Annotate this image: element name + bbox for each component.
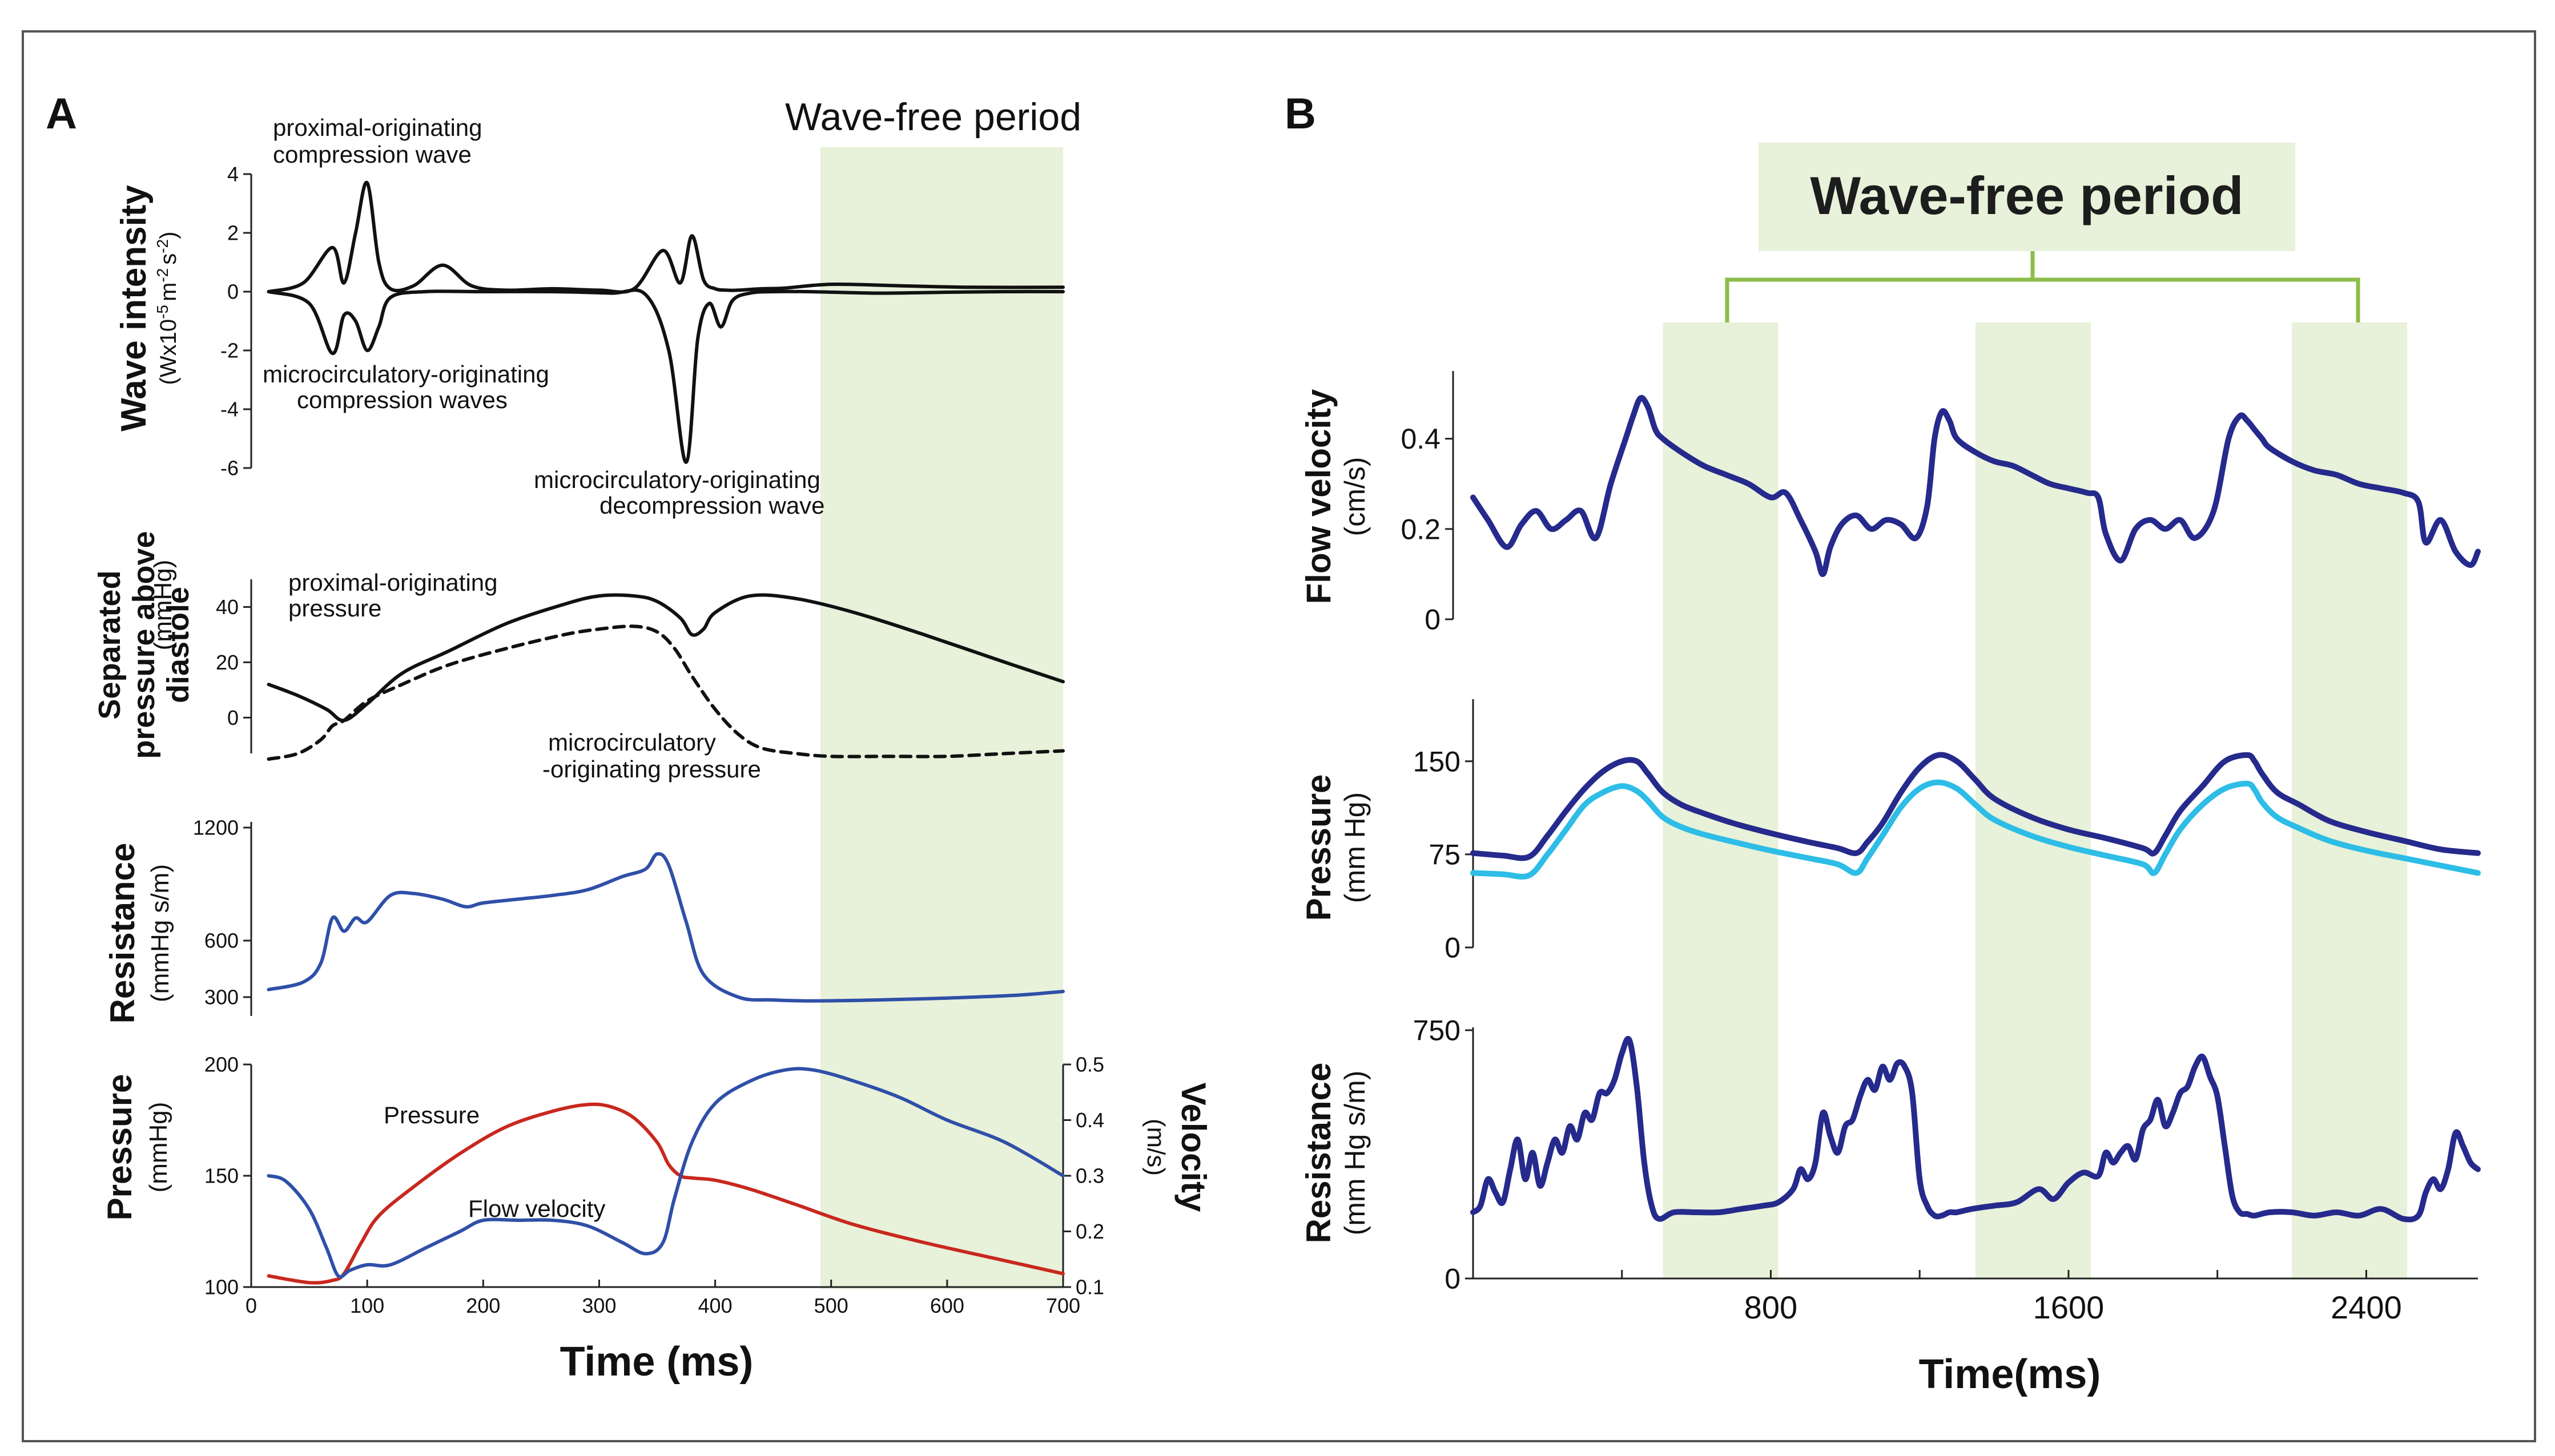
b-x-tick-label: 2400 bbox=[2331, 1289, 2402, 1325]
a3-y-tick-label: 1200 bbox=[193, 816, 239, 840]
a2-ylabel-units: (mmHg) bbox=[149, 560, 177, 651]
a1-annotation-micro-compression: microcirculatory-originating compression … bbox=[263, 361, 549, 413]
b1-y-tick-label: 0.4 bbox=[1401, 423, 1441, 455]
a3-y-tick-label: 600 bbox=[204, 929, 239, 953]
a1-ylabel-units: (Wx10-5m-2s-2) bbox=[154, 232, 181, 385]
a3-ylabel-units: (mmHg s/m) bbox=[146, 864, 174, 1002]
a4-y-tick-label: 200 bbox=[204, 1053, 239, 1076]
a2-annotation-proximal: proximal-originating pressure bbox=[288, 569, 498, 622]
a1-y-tick-label: 0 bbox=[227, 280, 239, 304]
pressure-line-a bbox=[267, 1102, 1065, 1285]
b1-ylabel: Flow velocity bbox=[1299, 389, 1338, 604]
a-x-tick-label: 0 bbox=[246, 1294, 257, 1317]
a4-annotation-flow-velocity: Flow velocity bbox=[468, 1195, 605, 1222]
a3-y-tick-label: 300 bbox=[204, 986, 239, 1009]
flow-velocity-line-b bbox=[1470, 395, 2481, 577]
a-x-tick-label: 400 bbox=[698, 1294, 733, 1317]
b1-y-tick-label: 0.2 bbox=[1401, 513, 1441, 545]
resistance-plot-b: 750 0 800 1600 2400 Resistance (mm Hg s/m) T… bbox=[1299, 1015, 2481, 1397]
a-x-axis-title: Time (ms) bbox=[560, 1339, 754, 1385]
b-x-axis-title: Time(ms) bbox=[1919, 1352, 2101, 1397]
b2-ylabel: Pressure bbox=[1299, 775, 1338, 921]
b3-ylabel-units: (mm Hg s/m) bbox=[1339, 1071, 1371, 1236]
a4-y-tick-label: 100 bbox=[204, 1276, 239, 1299]
b1-y-tick-label: 0 bbox=[1425, 604, 1441, 636]
a4-annotation-pressure: Pressure bbox=[384, 1102, 480, 1128]
b3-y-tick-label: 750 bbox=[1413, 1015, 1460, 1047]
a2-annotation-micro: microcirculatory -originating pressure bbox=[542, 729, 761, 783]
flow-velocity-plot: 0.4 0.2 0 Flow velocity (cm/s) bbox=[1299, 371, 2481, 636]
a1-y-tick-label: -6 bbox=[220, 457, 239, 480]
a4-y-tick-label: 150 bbox=[204, 1164, 239, 1188]
a-x-tick-label: 700 bbox=[1046, 1294, 1080, 1317]
a2-y-tick-label: 40 bbox=[216, 595, 239, 619]
a3-ylabel: Resistance bbox=[103, 843, 142, 1024]
b3-y-tick-label: 0 bbox=[1445, 1263, 1460, 1295]
a1-y-tick-label: -2 bbox=[220, 339, 239, 362]
a-shaded-region bbox=[820, 147, 1063, 1289]
b3-ylabel: Resistance bbox=[1299, 1063, 1338, 1244]
microcirculatory-pressure-line bbox=[267, 624, 1065, 761]
separated-pressure-plot: 40 20 0 Separatedpressure abovediastole (m… bbox=[92, 531, 1065, 783]
a-x-tick-label: 500 bbox=[814, 1294, 848, 1317]
b2-y-tick-label: 150 bbox=[1413, 745, 1460, 777]
a-x-tick-label: 100 bbox=[350, 1294, 384, 1317]
a4-y2-tick-label: 0.3 bbox=[1076, 1164, 1104, 1188]
a4-ylabel: Pressure bbox=[100, 1074, 139, 1221]
a4-y2label: Velocity bbox=[1174, 1083, 1213, 1212]
a4-y2-tick-label: 0.1 bbox=[1076, 1276, 1104, 1299]
panel-a-wave-free-label: Wave-free period bbox=[785, 95, 1081, 139]
a1-annotation-micro-decompression: microcirculatory-originating decompressio… bbox=[534, 466, 825, 519]
a1-y-tick-label: 2 bbox=[227, 221, 239, 245]
b2-y-tick-label: 75 bbox=[1429, 838, 1460, 870]
resistance-plot-a: 1200 600 300 Resistance (mmHg s/m) bbox=[103, 816, 1065, 1024]
resistance-line-a bbox=[267, 852, 1065, 1003]
a-x-tick-label: 200 bbox=[466, 1294, 500, 1317]
a-x-tick-label: 300 bbox=[582, 1294, 616, 1317]
wave-free-bracket bbox=[1725, 251, 2360, 322]
pressure-line-b-dark bbox=[1470, 752, 2481, 861]
a2-y-tick-label: 20 bbox=[216, 651, 239, 674]
panel-a-label: A bbox=[46, 90, 77, 138]
a4-ylabel-units: (mmHg) bbox=[144, 1102, 172, 1193]
a1-y-tick-label: 4 bbox=[227, 163, 239, 186]
a1-ylabel: Wave intensity bbox=[114, 185, 154, 431]
wave-free-header-box bbox=[1759, 143, 2295, 251]
a4-y2-tick-label: 0.5 bbox=[1076, 1053, 1104, 1076]
figure-border bbox=[22, 30, 2536, 1442]
pressure-plot-b: 150 75 0 Pressure (mm Hg) bbox=[1299, 699, 2481, 964]
a1-y-tick-label: -4 bbox=[220, 398, 239, 421]
a1-annotation-proximal: proximal-originating compression wave bbox=[273, 114, 482, 168]
b1-ylabel-units: (cm/s) bbox=[1339, 457, 1371, 537]
resistance-line-b bbox=[1470, 1036, 2481, 1223]
wave-intensity-plot: 420-2-4-6 Wave intensity (Wx10-5m-2s-2) … bbox=[114, 114, 1065, 519]
b-x-tick-label: 800 bbox=[1744, 1289, 1797, 1325]
a4-y2-tick-label: 0.4 bbox=[1076, 1108, 1104, 1132]
panel-b-wave-free-label: Wave-free period bbox=[1810, 166, 2243, 225]
proximal-pressure-line bbox=[267, 593, 1065, 723]
a4-y2label-units: (m/s) bbox=[1142, 1119, 1170, 1176]
b2-y-tick-label: 0 bbox=[1445, 932, 1460, 964]
panel-b-label: B bbox=[1285, 90, 1316, 138]
a2-ylabel: Separatedpressure abovediastole bbox=[92, 531, 195, 759]
wave-free-shaded-region bbox=[1663, 322, 1779, 1278]
flow-velocity-line-a bbox=[267, 1067, 1065, 1279]
a2-y-tick-label: 0 bbox=[227, 706, 239, 729]
pressure-velocity-plot: 200 150 100 0.5 0.4 0.3 0.2 0.1 0 100 200 300 400 500… bbox=[100, 1053, 1213, 1385]
pressure-line-b-light bbox=[1470, 779, 2481, 880]
b-x-tick-label: 1600 bbox=[2033, 1289, 2105, 1325]
b2-ylabel-units: (mm Hg) bbox=[1339, 792, 1371, 903]
a-x-tick-label: 600 bbox=[930, 1294, 964, 1317]
a4-y2-tick-label: 0.2 bbox=[1076, 1220, 1104, 1243]
backward-wave-intensity-line bbox=[267, 288, 1065, 464]
